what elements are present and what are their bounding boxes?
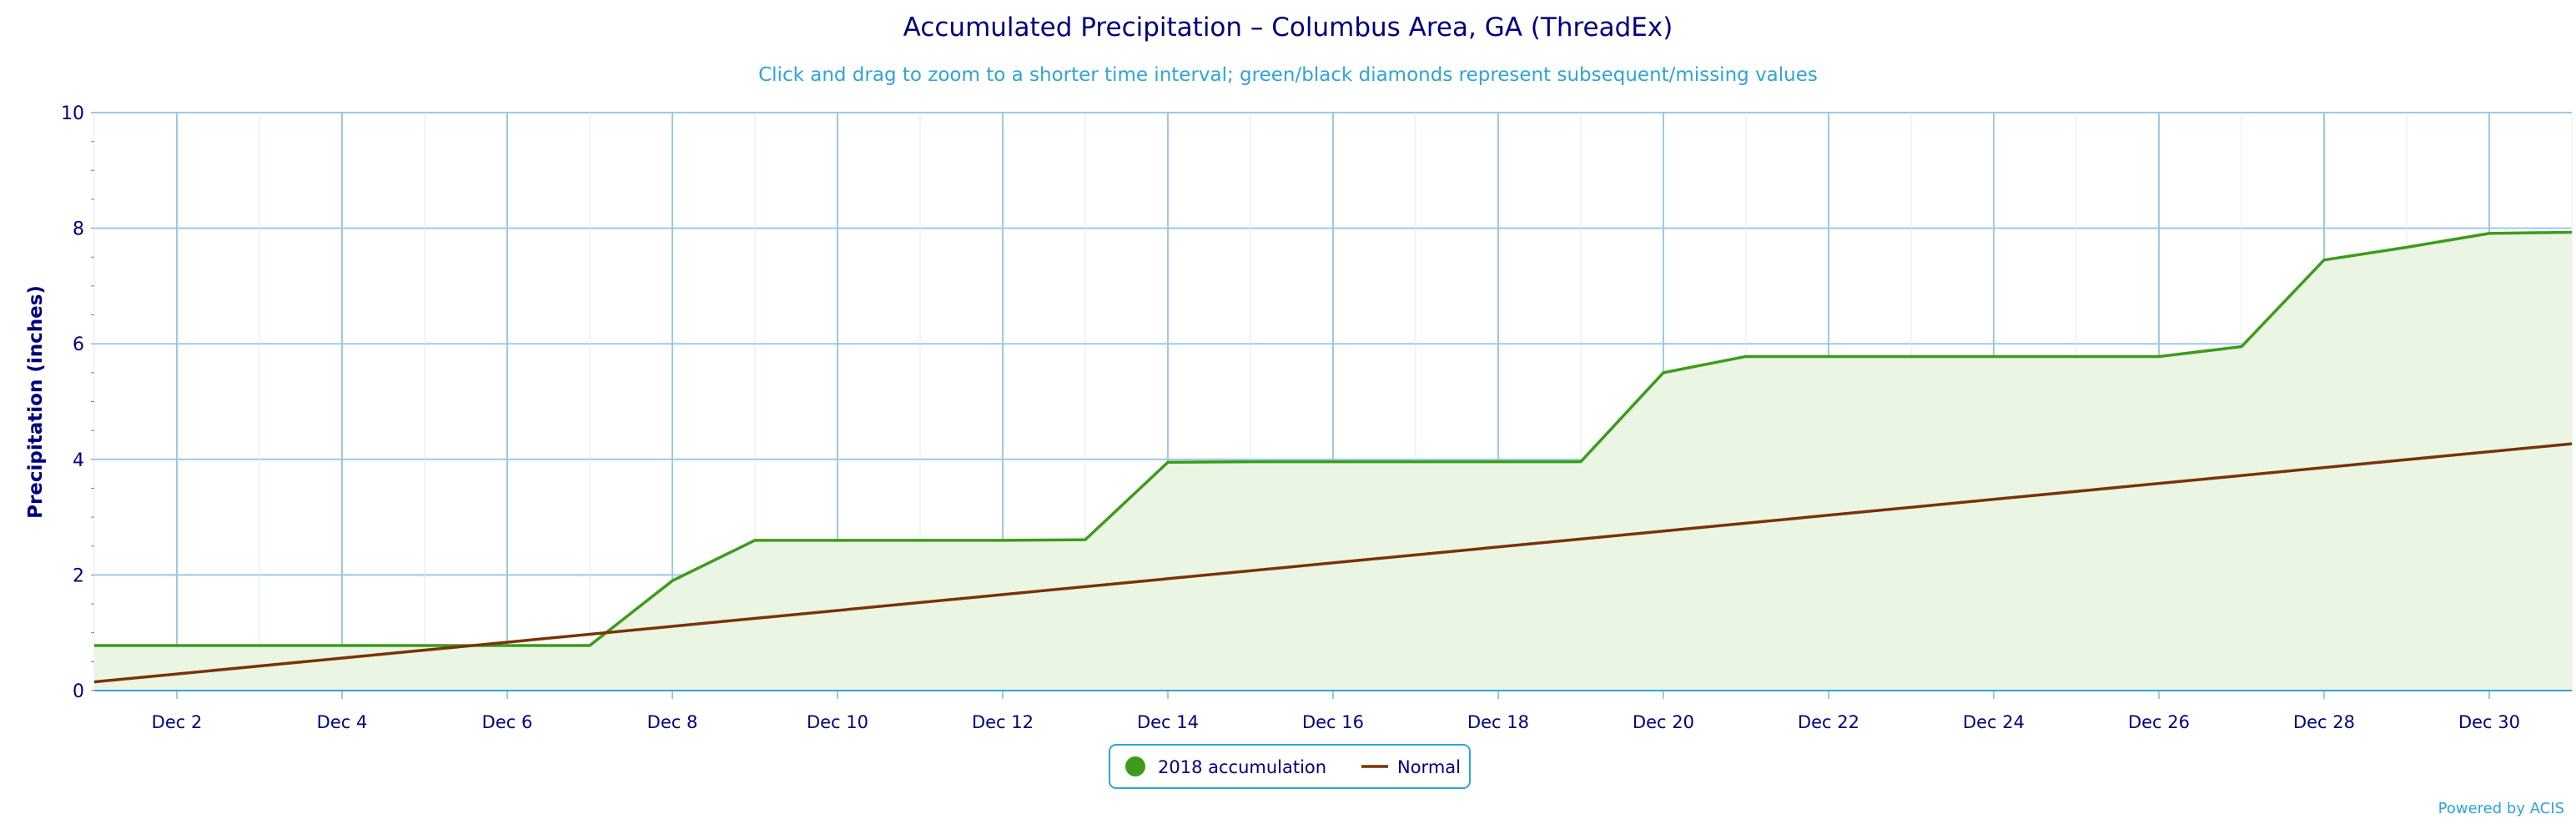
data-point[interactable]	[2317, 253, 2332, 268]
x-tick-label: Dec 18	[1467, 712, 1529, 732]
data-point[interactable]	[665, 573, 680, 588]
x-tick-label: Dec 26	[2128, 712, 2190, 732]
x-tick-label: Dec 24	[1963, 712, 2025, 732]
y-tick-label: 2	[73, 565, 84, 586]
data-point[interactable]	[1573, 455, 1588, 470]
data-point[interactable]	[582, 638, 597, 653]
data-point[interactable]	[2069, 349, 2084, 364]
legend[interactable]: 2018 accumulation Normal	[1109, 744, 1471, 789]
data-point[interactable]	[1821, 349, 1836, 364]
data-point[interactable]	[1491, 455, 1506, 470]
x-tick-label: Dec 6	[482, 712, 533, 732]
x-tick-label: Dec 16	[1302, 712, 1364, 732]
series-area-0	[94, 232, 2572, 691]
y-tick-label: 8	[73, 219, 84, 240]
y-tick-label: 4	[73, 450, 84, 471]
data-point[interactable]	[830, 533, 845, 548]
credit-link[interactable]: Powered by ACIS	[2438, 800, 2564, 817]
series-line-0[interactable]	[94, 230, 2573, 647]
data-point[interactable]	[1326, 455, 1341, 470]
data-point[interactable]	[1078, 532, 1093, 547]
x-tick-label: Dec 8	[647, 712, 698, 732]
data-point[interactable]	[1243, 455, 1258, 470]
x-tick-label: Dec 2	[152, 712, 203, 732]
x-tick-label: Dec 28	[2293, 712, 2355, 732]
data-point[interactable]	[87, 638, 102, 653]
x-tick-label: Dec 10	[807, 712, 868, 732]
axes: 0 2 4 6 8 10 Dec 2 Dec 4 Dec 6 Dec 8 Dec 10 Dec 12 D…	[61, 103, 2572, 732]
x-tick-label: Dec 30	[2458, 712, 2520, 732]
data-point[interactable]	[1904, 349, 1919, 364]
x-tick-label: Dec 22	[1798, 712, 1859, 732]
legend-item-accumulation[interactable]: 2018 accumulation	[1125, 756, 1326, 777]
data-point[interactable]	[500, 638, 515, 653]
y-tick-label: 10	[61, 103, 84, 124]
data-point[interactable]	[747, 533, 762, 548]
data-point[interactable]	[335, 638, 350, 653]
legend-label: 2018 accumulation	[1158, 757, 1326, 777]
y-tick-label: 0	[73, 681, 84, 702]
data-point[interactable]	[169, 638, 184, 653]
data-point[interactable]	[2151, 349, 2166, 364]
x-tick-label: Dec 20	[1633, 712, 1694, 732]
data-point[interactable]	[1408, 455, 1423, 470]
y-axis-label: Precipitation (inches)	[25, 285, 47, 519]
data-point[interactable]	[1160, 455, 1175, 470]
legend-box	[1109, 744, 1471, 789]
data-point[interactable]	[1738, 349, 1753, 364]
data-point[interactable]	[1986, 349, 2001, 364]
data-point[interactable]	[252, 638, 267, 653]
legend-marker-circle	[1125, 756, 1145, 776]
legend-label: Normal	[1397, 757, 1461, 777]
data-point[interactable]	[87, 675, 102, 690]
data-point[interactable]	[995, 533, 1010, 548]
data-point[interactable]	[913, 533, 928, 548]
y-tick-label: 6	[73, 334, 84, 355]
chart-subtitle: Click and drag to zoom to a shorter time…	[758, 64, 1818, 86]
series-layer[interactable]	[87, 224, 2576, 691]
legend-item-normal[interactable]: Normal	[1361, 757, 1461, 777]
x-tick-label: Dec 4	[317, 712, 368, 732]
data-point[interactable]	[2234, 339, 2249, 354]
x-tick-label: Dec 12	[972, 712, 1034, 732]
chart-title: Accumulated Precipitation – Columbus Are…	[903, 13, 1673, 43]
data-point[interactable]	[1656, 365, 1671, 380]
data-point[interactable]	[2399, 239, 2414, 254]
data-point[interactable]	[2482, 226, 2497, 241]
x-tick-label: Dec 14	[1137, 712, 1199, 732]
series-line-1[interactable]	[93, 442, 2573, 684]
